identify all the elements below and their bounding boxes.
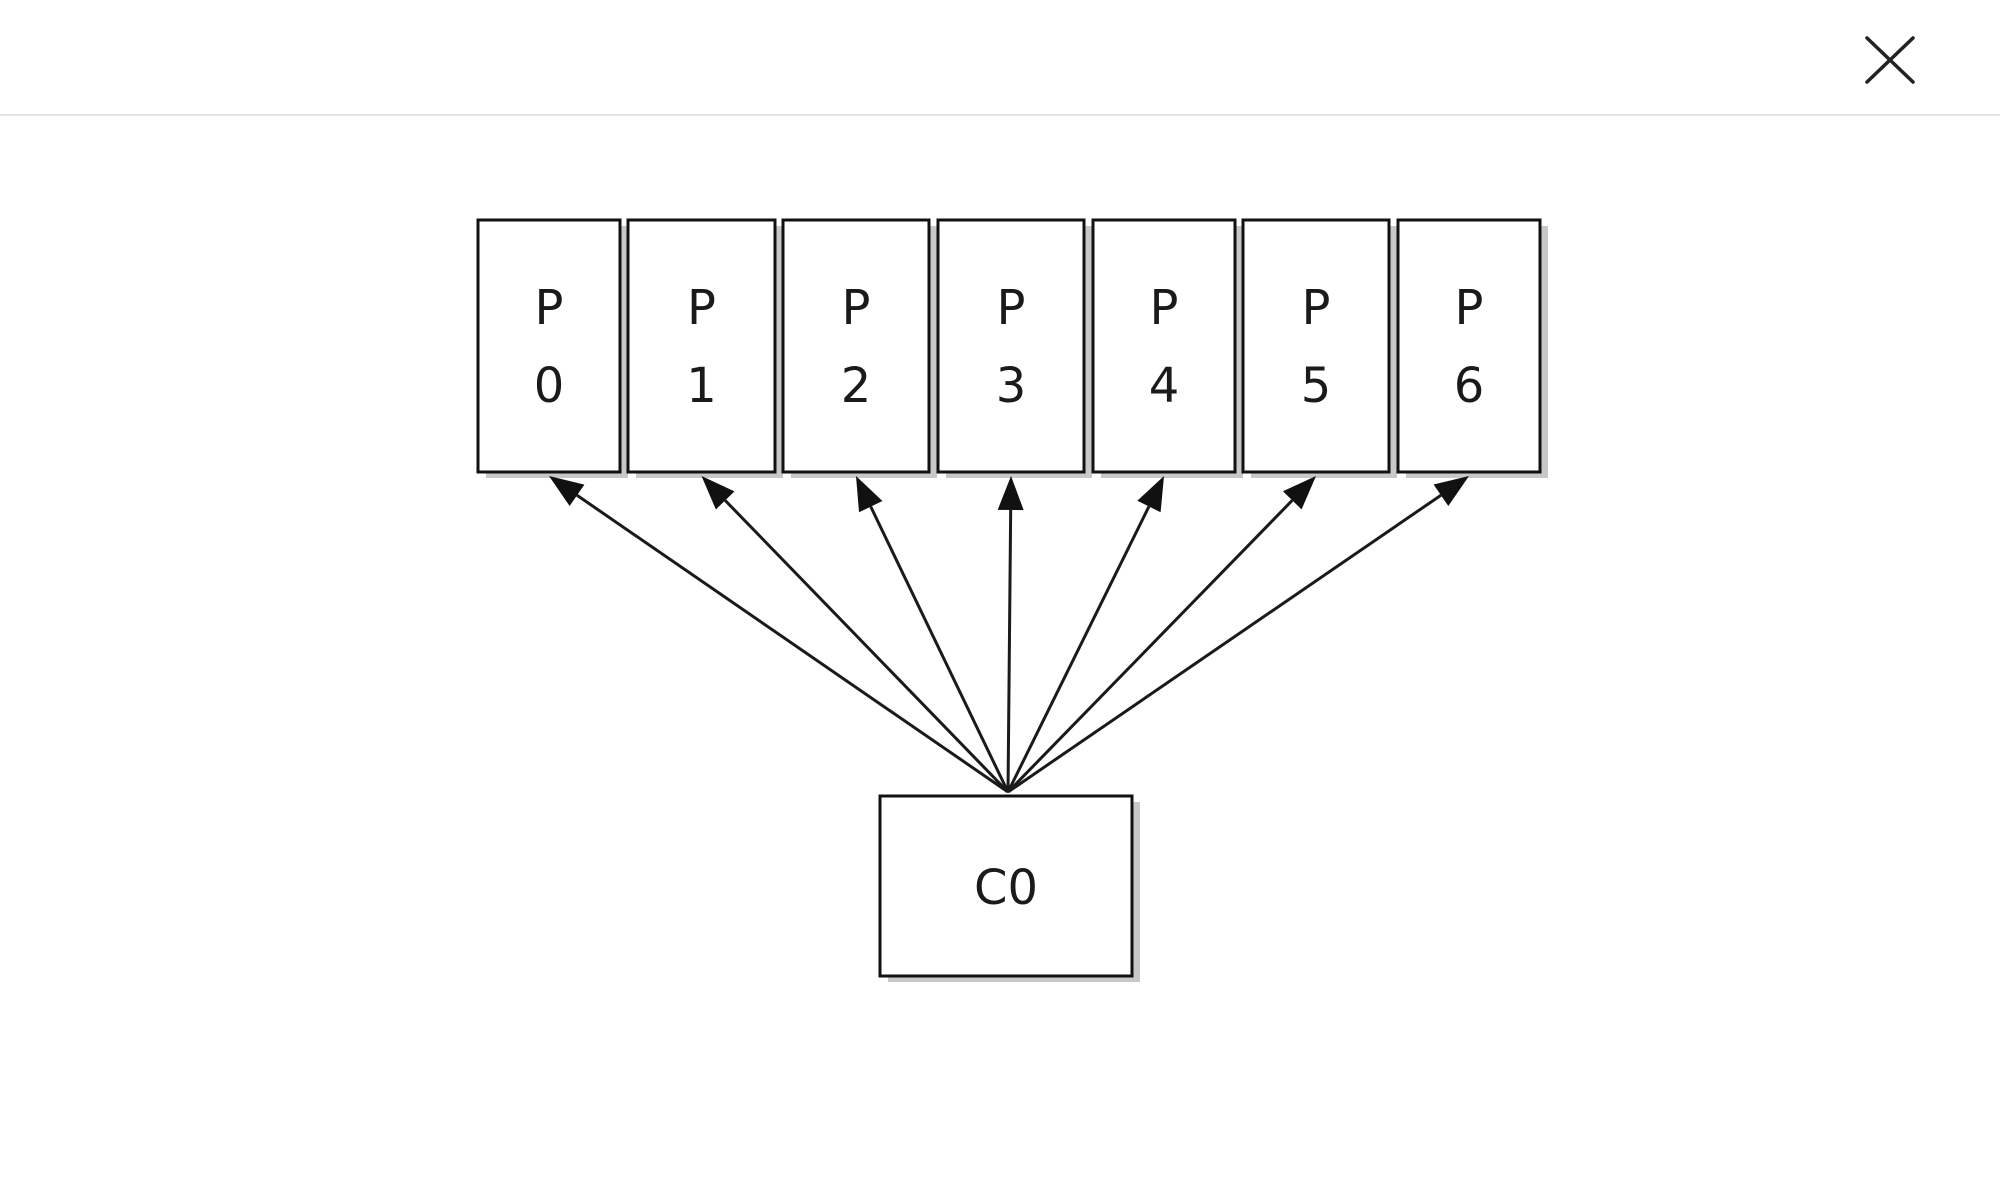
edge-to-p6 bbox=[1007, 476, 1469, 794]
viewer-header bbox=[0, 0, 2000, 116]
arrowhead bbox=[549, 476, 585, 506]
source-node: C0 bbox=[878, 794, 1140, 982]
edges bbox=[549, 476, 1469, 794]
edge-to-p5 bbox=[1006, 476, 1316, 794]
edge-to-p4 bbox=[1006, 476, 1164, 793]
processor-node-letter: P bbox=[1455, 280, 1484, 336]
edge-line bbox=[869, 505, 1010, 793]
processor-node-letter: P bbox=[997, 280, 1026, 336]
edge-line bbox=[1006, 505, 1151, 793]
processor-node-letter: P bbox=[842, 280, 871, 336]
processor-node-6: P6 bbox=[1396, 218, 1542, 474]
edge-line bbox=[724, 499, 1010, 794]
close-button[interactable] bbox=[1855, 28, 1919, 92]
processor-node-1: P1 bbox=[626, 218, 777, 474]
edge-line bbox=[1007, 493, 1442, 794]
edge-line bbox=[1006, 509, 1013, 793]
processor-node-box bbox=[1241, 218, 1391, 474]
edge-to-p2 bbox=[856, 476, 1010, 793]
processor-node-letter: P bbox=[1302, 280, 1331, 336]
edge-to-p1 bbox=[701, 476, 1010, 794]
source-node-label: C0 bbox=[974, 860, 1038, 916]
processor-node-2: P2 bbox=[781, 218, 931, 474]
processor-node-box bbox=[476, 218, 622, 474]
arrowhead bbox=[701, 476, 735, 510]
processor-node-box bbox=[936, 218, 1086, 474]
processor-node-3: P3 bbox=[936, 218, 1086, 474]
processor-node-number: 4 bbox=[1149, 358, 1180, 414]
processor-node-4: P4 bbox=[1091, 218, 1237, 474]
edge-to-p0 bbox=[549, 476, 1009, 794]
arrowhead bbox=[997, 476, 1024, 511]
edge-line bbox=[1006, 499, 1294, 794]
arrowhead bbox=[1137, 476, 1164, 513]
processor-node-letter: P bbox=[535, 280, 564, 336]
processor-node-box bbox=[1396, 218, 1542, 474]
processor-node-number: 5 bbox=[1301, 358, 1332, 414]
processor-node-5: P5 bbox=[1241, 218, 1391, 474]
processor-node-letter: P bbox=[687, 280, 716, 336]
edge-line bbox=[576, 494, 1009, 794]
arrowhead bbox=[1433, 476, 1469, 506]
arrowhead bbox=[1282, 476, 1316, 510]
processor-node-box bbox=[626, 218, 777, 474]
processor-node-box bbox=[781, 218, 931, 474]
source-node-box bbox=[878, 794, 1134, 978]
processor-node-number: 1 bbox=[686, 358, 717, 414]
processor-node-letter: P bbox=[1150, 280, 1179, 336]
edge-to-p3 bbox=[997, 476, 1024, 793]
close-icon bbox=[1865, 36, 1915, 84]
processor-node-0: P0 bbox=[476, 218, 622, 474]
processor-node-number: 2 bbox=[841, 358, 872, 414]
processor-node-box bbox=[1091, 218, 1237, 474]
arrowhead bbox=[856, 476, 883, 513]
processor-node-number: 0 bbox=[534, 358, 565, 414]
processor-node-number: 3 bbox=[996, 358, 1027, 414]
processor-node-number: 6 bbox=[1454, 358, 1485, 414]
